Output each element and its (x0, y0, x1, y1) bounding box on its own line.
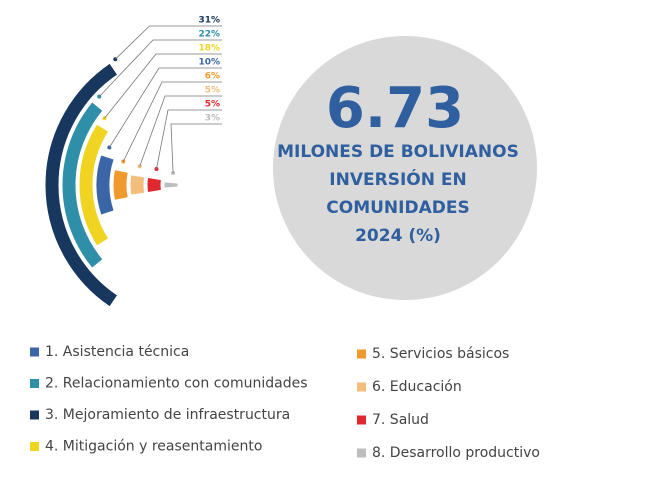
leader-line (156, 109, 222, 170)
legend-swatch (357, 382, 366, 392)
legend-label: 7. Salud (372, 412, 429, 428)
center-line: 2024 (%) (355, 226, 441, 246)
arc-bar (79, 124, 109, 246)
leader-line (139, 95, 222, 167)
value-label: 10% (198, 58, 220, 68)
leader-line (115, 25, 222, 60)
legend-label: 6. Educación (372, 379, 462, 395)
center-circle (273, 36, 537, 300)
value-label: 5% (205, 100, 220, 110)
value-label: 18% (198, 44, 220, 54)
center-line: COMUNIDADES (326, 198, 469, 218)
value-label: 6% (205, 72, 220, 82)
leader-line (98, 39, 222, 97)
arcs: 10% 22% 31% 18% 6% 5% 5% 3% (45, 16, 222, 307)
arc-bar (45, 63, 117, 307)
value-label: 5% (205, 86, 220, 96)
legend-label: 1. Asistencia técnica (45, 344, 189, 360)
legend-label: 3. Mejoramiento de infraestructura (45, 407, 290, 423)
leader-line (109, 67, 222, 148)
center-line: MILONES DE BOLIVIANOS (277, 142, 519, 162)
legend-label: 4. Mitigación y reasentamiento (45, 439, 262, 455)
legend-swatch (357, 349, 366, 359)
legend-swatch (30, 379, 39, 388)
arc-bar (62, 102, 103, 268)
legend-label: 5. Servicios básicos (372, 346, 509, 362)
value-label: 3% (205, 114, 220, 124)
legend-swatch (30, 347, 39, 357)
leader-line (104, 53, 222, 119)
legend-swatch (357, 448, 366, 458)
value-label: 22% (198, 30, 220, 40)
legend-label: 8. Desarrollo productivo (372, 445, 540, 461)
arc-bar (113, 170, 128, 200)
center-text: MILONES DE BOLIVIANOS INVERSIÓN EN COMUNID… (277, 142, 519, 246)
legend-swatch (30, 410, 39, 420)
legend-swatch (357, 415, 366, 425)
legend-swatch (30, 442, 39, 451)
legend-label: 2. Relacionamiento con comunidades (45, 376, 308, 392)
arc-bar (130, 175, 145, 195)
leader-line (122, 81, 222, 162)
center-line: INVERSIÓN EN (329, 168, 466, 190)
legend: 1. Asistencia técnica 2. Relacionamiento … (30, 344, 540, 461)
leader-line (170, 123, 222, 174)
value-label: 31% (198, 16, 220, 26)
center-value: 6.73 (326, 76, 464, 141)
arc-bar (96, 155, 114, 215)
